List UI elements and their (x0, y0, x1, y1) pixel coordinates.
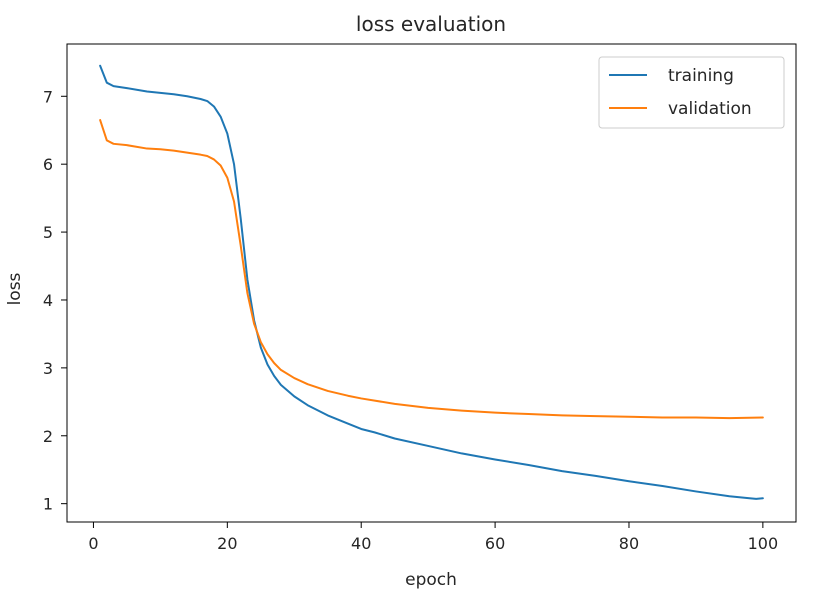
series-line-validation (99, 119, 764, 420)
y-tick-label: 4 (43, 291, 53, 310)
x-axis-ticks: 0 20 40 60 80 100 (88, 522, 778, 553)
x-tick-label: 100 (748, 534, 779, 553)
series-lines (99, 64, 764, 500)
chart-title: loss evaluation (356, 12, 506, 36)
x-tick-label: 40 (351, 534, 371, 553)
series-line-training (99, 64, 764, 500)
legend-label-validation: validation (668, 99, 752, 119)
y-tick-label: 2 (43, 427, 53, 446)
y-tick-label: 6 (43, 155, 53, 174)
y-tick-label: 5 (43, 223, 53, 242)
y-axis-label: loss (5, 272, 25, 305)
x-tick-label: 60 (485, 534, 505, 553)
x-tick-label: 20 (217, 534, 237, 553)
y-tick-label: 7 (43, 87, 53, 106)
x-tick-label: 80 (619, 534, 639, 553)
y-tick-label: 1 (43, 495, 53, 514)
x-axis-label: epoch (405, 570, 457, 590)
y-axis-ticks: 1 2 3 4 5 6 7 (43, 87, 67, 514)
x-tick-label: 0 (88, 534, 98, 553)
plot-frame (66, 43, 797, 523)
legend-label-training: training (668, 66, 734, 86)
legend: training validation (598, 56, 785, 129)
y-tick-label: 3 (43, 359, 53, 378)
